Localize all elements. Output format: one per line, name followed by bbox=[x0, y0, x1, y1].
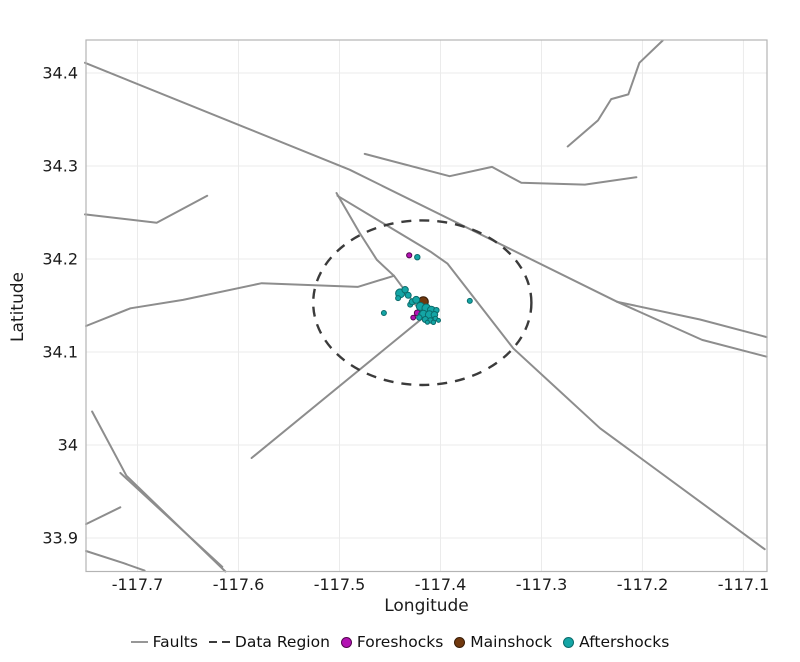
legend-item-faults: Faults bbox=[130, 633, 198, 651]
aftershock-point bbox=[380, 310, 387, 316]
aftershock-point bbox=[430, 319, 437, 325]
legend-item-data-region: Data Region bbox=[208, 633, 330, 651]
tick-labels: -117.7 -117.6 -117.5 -117.4 -117.3 -117.2 -117… bbox=[42, 64, 769, 595]
aftershock-point bbox=[466, 297, 473, 304]
plot-border bbox=[85, 39, 768, 573]
fault-line bbox=[85, 550, 146, 572]
aftershock-point bbox=[414, 254, 421, 261]
x-tick-label: -117.7 bbox=[112, 575, 164, 594]
x-tick-label: -117.4 bbox=[415, 575, 467, 594]
fault-line bbox=[85, 506, 122, 526]
y-tick-label: 34 bbox=[58, 436, 78, 455]
fault-line bbox=[250, 192, 426, 459]
data-region-circle bbox=[311, 219, 533, 387]
foreshock-point bbox=[406, 252, 413, 259]
legend-item-foreshocks: Foreshocks bbox=[340, 633, 444, 651]
aftershock-point bbox=[395, 295, 402, 302]
y-tick-label: 34.4 bbox=[42, 64, 78, 83]
series-foreshocks bbox=[406, 252, 421, 321]
x-axis-title: Longitude bbox=[384, 596, 469, 616]
legend-label: Mainshock bbox=[470, 633, 553, 651]
x-tick-label: -117.3 bbox=[516, 575, 568, 594]
aftershock-point bbox=[416, 314, 423, 321]
legend: Faults Data Region Foreshocks Mainshock Afte… bbox=[0, 633, 800, 651]
faults-line-swatch bbox=[130, 640, 148, 644]
y-tick-label: 33.9 bbox=[42, 529, 78, 548]
legend-label: Data Region bbox=[234, 633, 330, 651]
y-tick-label: 34.2 bbox=[42, 250, 78, 269]
y-tick-label: 34.3 bbox=[42, 157, 78, 176]
aftershock-point bbox=[424, 319, 430, 325]
fault-line bbox=[336, 194, 766, 551]
data-region-dash-swatch bbox=[208, 640, 230, 644]
foreshock-point bbox=[410, 314, 417, 321]
fault-line bbox=[85, 274, 395, 327]
legend-item-mainshock: Mainshock bbox=[454, 633, 552, 651]
x-tick-label: -117.2 bbox=[617, 575, 669, 594]
gridlines bbox=[86, 40, 767, 572]
fault-line bbox=[91, 410, 227, 573]
legend-label: Foreshocks bbox=[356, 633, 444, 651]
fault-line bbox=[84, 194, 209, 224]
fault-line bbox=[616, 300, 768, 358]
y-tick-label: 34.1 bbox=[42, 343, 78, 362]
x-tick-label: -117.5 bbox=[314, 575, 366, 594]
legend-label: Faults bbox=[152, 633, 198, 651]
fault-line bbox=[119, 471, 224, 568]
y-axis-title: Latitude bbox=[8, 272, 28, 342]
fault-line bbox=[363, 152, 638, 186]
faults-layer bbox=[84, 39, 768, 573]
aftershock-point bbox=[412, 295, 421, 304]
aftershock-point bbox=[401, 286, 409, 294]
x-tick-label: -117.1 bbox=[718, 575, 770, 594]
aftershock-point bbox=[436, 317, 441, 323]
fault-line bbox=[566, 39, 664, 148]
aftershocks-dot-swatch bbox=[563, 636, 575, 648]
map-plot-svg: -117.7 -117.6 -117.5 -117.4 -117.3 -117.2 -117… bbox=[42, 39, 769, 595]
mainshock-dot-swatch bbox=[454, 636, 466, 648]
legend-item-aftershocks: Aftershocks bbox=[563, 633, 669, 651]
foreshocks-dot-swatch bbox=[340, 636, 352, 648]
legend-label: Aftershocks bbox=[579, 633, 670, 651]
series-aftershocks bbox=[380, 254, 473, 325]
fault-line bbox=[616, 300, 768, 339]
x-tick-label: -117.6 bbox=[213, 575, 265, 594]
fault-line bbox=[84, 61, 619, 303]
aftershock-point bbox=[404, 291, 412, 299]
